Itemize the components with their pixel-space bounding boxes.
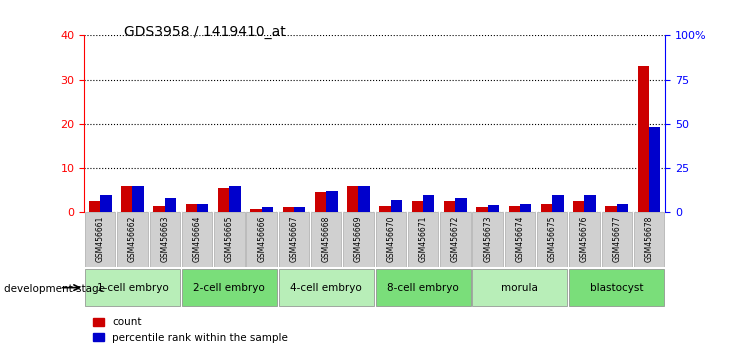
Bar <box>455 198 466 212</box>
FancyBboxPatch shape <box>85 269 180 306</box>
Bar <box>477 207 488 212</box>
Text: GSM456675: GSM456675 <box>548 216 557 262</box>
Bar <box>197 204 208 212</box>
Bar <box>541 204 552 212</box>
Text: development stage: development stage <box>4 284 105 293</box>
FancyBboxPatch shape <box>408 212 439 267</box>
Bar <box>347 186 358 212</box>
FancyBboxPatch shape <box>376 269 471 306</box>
Text: GSM456664: GSM456664 <box>192 216 202 262</box>
Bar <box>637 67 649 212</box>
Text: GSM456668: GSM456668 <box>322 216 330 262</box>
Text: GSM456678: GSM456678 <box>645 216 654 262</box>
Bar <box>230 186 240 212</box>
Bar <box>262 207 273 212</box>
Bar <box>585 195 596 212</box>
FancyBboxPatch shape <box>279 212 309 267</box>
Bar <box>121 186 132 212</box>
FancyBboxPatch shape <box>569 212 599 267</box>
Text: 4-cell embryo: 4-cell embryo <box>290 282 362 293</box>
Text: GSM456663: GSM456663 <box>160 216 170 262</box>
FancyBboxPatch shape <box>537 212 567 267</box>
Bar <box>552 195 564 212</box>
Text: GSM456670: GSM456670 <box>386 216 395 262</box>
Bar <box>649 127 660 212</box>
Bar <box>154 206 164 212</box>
Text: GSM456676: GSM456676 <box>580 216 589 262</box>
Bar <box>391 200 402 212</box>
FancyBboxPatch shape <box>376 212 406 267</box>
Bar <box>283 207 294 212</box>
Text: 1-cell embryo: 1-cell embryo <box>96 282 168 293</box>
Bar <box>132 186 144 212</box>
FancyBboxPatch shape <box>150 212 180 267</box>
Legend: count, percentile rank within the sample: count, percentile rank within the sample <box>89 313 292 347</box>
Bar <box>218 188 230 212</box>
FancyBboxPatch shape <box>85 212 115 267</box>
Text: GSM456674: GSM456674 <box>515 216 524 262</box>
Bar <box>573 201 585 212</box>
Bar <box>250 209 262 212</box>
Bar <box>89 201 100 212</box>
FancyBboxPatch shape <box>279 269 374 306</box>
FancyBboxPatch shape <box>602 212 632 267</box>
Bar <box>358 186 370 212</box>
FancyBboxPatch shape <box>214 212 245 267</box>
Text: morula: morula <box>501 282 538 293</box>
Bar <box>326 191 338 212</box>
FancyBboxPatch shape <box>311 212 341 267</box>
FancyBboxPatch shape <box>569 269 664 306</box>
FancyBboxPatch shape <box>472 212 503 267</box>
Text: blastocyst: blastocyst <box>590 282 643 293</box>
Bar <box>164 198 176 212</box>
Bar <box>294 207 306 212</box>
Bar <box>520 204 531 212</box>
FancyBboxPatch shape <box>344 212 374 267</box>
Text: GSM456666: GSM456666 <box>257 216 266 262</box>
Text: GSM456677: GSM456677 <box>613 216 621 262</box>
FancyBboxPatch shape <box>504 212 535 267</box>
FancyBboxPatch shape <box>117 212 148 267</box>
FancyBboxPatch shape <box>182 212 212 267</box>
Bar <box>605 206 617 212</box>
FancyBboxPatch shape <box>440 212 471 267</box>
FancyBboxPatch shape <box>182 269 277 306</box>
Text: 2-cell embryo: 2-cell embryo <box>194 282 265 293</box>
Bar <box>423 195 434 212</box>
FancyBboxPatch shape <box>634 212 664 267</box>
FancyBboxPatch shape <box>246 212 277 267</box>
Bar <box>379 206 391 212</box>
Text: GDS3958 / 1419410_at: GDS3958 / 1419410_at <box>124 25 286 39</box>
Bar <box>617 204 628 212</box>
Bar <box>315 193 326 212</box>
Bar <box>100 195 112 212</box>
Text: 8-cell embryo: 8-cell embryo <box>387 282 459 293</box>
Text: GSM456661: GSM456661 <box>96 216 105 262</box>
Bar <box>186 204 197 212</box>
Text: GSM456671: GSM456671 <box>419 216 428 262</box>
Bar <box>509 206 520 212</box>
Text: GSM456669: GSM456669 <box>354 216 363 262</box>
Bar <box>412 201 423 212</box>
Bar <box>488 205 499 212</box>
Bar <box>444 201 455 212</box>
Text: GSM456667: GSM456667 <box>289 216 298 262</box>
Text: GSM456673: GSM456673 <box>483 216 492 262</box>
FancyBboxPatch shape <box>472 269 567 306</box>
Text: GSM456665: GSM456665 <box>225 216 234 262</box>
Text: GSM456662: GSM456662 <box>128 216 137 262</box>
Text: GSM456672: GSM456672 <box>451 216 460 262</box>
